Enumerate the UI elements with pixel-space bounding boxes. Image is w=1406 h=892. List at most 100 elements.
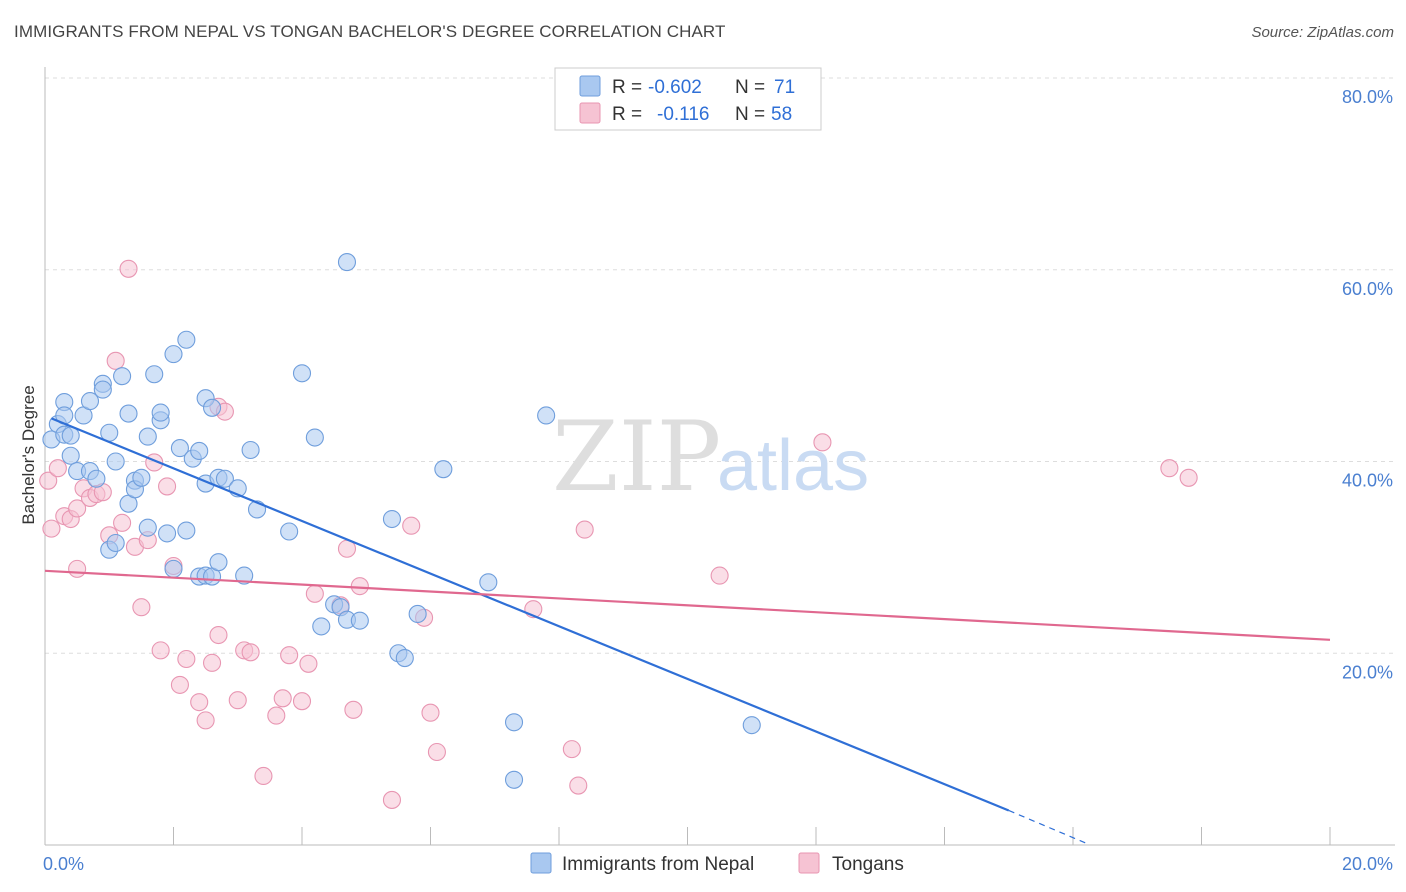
tongan-point — [106, 351, 125, 370]
nepal-point — [138, 427, 157, 446]
y-tick-label: 60.0% — [1342, 279, 1393, 299]
series-legend-swatch-nepal — [530, 852, 552, 874]
nepal-regression-line — [51, 417, 1010, 812]
tongan-point — [228, 691, 247, 710]
nepal-point — [382, 509, 402, 529]
nepal-point — [177, 330, 196, 349]
legend-swatch-tongan — [579, 102, 601, 124]
tongan-point — [119, 259, 138, 278]
x-tick-labels: 0.0% 20.0% — [43, 854, 1393, 874]
nepal-points — [42, 253, 761, 789]
tongan-point — [575, 520, 594, 539]
tongan-point — [241, 643, 260, 662]
nepal-point — [145, 365, 164, 384]
nepal-point — [504, 713, 524, 732]
nepal-point — [164, 559, 183, 578]
tongan-point — [402, 516, 421, 535]
nepal-point — [434, 460, 453, 479]
tongan-point — [209, 625, 228, 645]
x-tick-label: 0.0% — [43, 854, 84, 874]
nepal-point — [61, 446, 80, 465]
tongan-point — [170, 675, 189, 694]
nepal-point — [408, 604, 427, 623]
tongan-point — [569, 776, 588, 795]
nepal-point — [504, 770, 524, 789]
nepal-point — [235, 566, 254, 585]
tongan-point — [132, 598, 151, 617]
nepal-point — [292, 364, 312, 383]
tongan-point — [196, 711, 215, 730]
legend-n-label: N = — [735, 77, 765, 98]
nepal-point — [312, 617, 331, 636]
nepal-point — [80, 392, 100, 411]
tongan-point — [39, 471, 58, 490]
y-tick-label: 40.0% — [1342, 471, 1393, 491]
tongan-point — [273, 689, 292, 708]
tongan-point — [280, 646, 299, 665]
nepal-point — [87, 469, 106, 488]
tongan-point — [267, 706, 286, 725]
tongan-point — [305, 584, 324, 603]
nepal-point — [203, 398, 222, 417]
tongan-point — [813, 433, 832, 452]
nepal-point — [170, 439, 189, 458]
legend-r-label: R = — [612, 104, 642, 125]
nepal-point — [305, 428, 324, 447]
series-legend-swatch-tongan — [798, 852, 820, 874]
nepal-point — [164, 345, 183, 364]
nepal-point — [215, 469, 234, 488]
tongan-point — [48, 459, 67, 478]
legend-n-value: 71 — [774, 77, 795, 98]
nepal-point — [395, 648, 414, 668]
nepal-point — [119, 404, 138, 423]
legend-swatch-nepal — [579, 75, 601, 97]
correlation-legend: R = -0.602 N = 71 R = -0.116 N = 58 — [554, 67, 822, 131]
tongan-point — [382, 790, 402, 809]
series-legend-label: Tongans — [832, 854, 904, 875]
legend-n-value: 58 — [771, 104, 792, 125]
tongan-point — [42, 519, 61, 538]
tongan-points — [39, 259, 1198, 809]
axes — [44, 67, 1395, 846]
chart-title: IMMIGRANTS FROM NEPAL VS TONGAN BACHELOR… — [14, 22, 726, 41]
series-legend: Immigrants from Nepal Tongans — [530, 852, 904, 875]
watermark-zip: ZIP — [552, 401, 721, 513]
tongan-point — [68, 499, 87, 518]
nepal-regression-extension — [1008, 809, 1087, 844]
tongan-point — [254, 766, 273, 786]
nepal-point — [106, 533, 125, 553]
tongan-point — [158, 477, 177, 496]
nepal-point — [93, 380, 112, 399]
x-tick-label: 20.0% — [1342, 854, 1393, 874]
nepal-point — [479, 573, 498, 592]
nepal-point — [280, 522, 299, 541]
tongan-point — [299, 654, 318, 673]
y-tick-labels: 20.0% 40.0% 60.0% 80.0% — [1342, 87, 1393, 682]
tongan-point — [177, 649, 196, 669]
y-tick-label: 20.0% — [1342, 662, 1393, 682]
regression-lines — [44, 417, 1331, 844]
nepal-point — [337, 253, 357, 272]
watermark-atlas: atlas — [717, 426, 869, 506]
tongan-point — [1160, 459, 1179, 478]
legend-r-value: -0.602 — [648, 77, 702, 98]
tongan-point — [292, 692, 312, 711]
tongan-point — [68, 559, 87, 578]
tongan-point — [190, 693, 209, 712]
nepal-point — [106, 452, 125, 471]
tongan-point — [427, 742, 446, 762]
tongan-point — [350, 577, 369, 596]
nepal-point — [742, 716, 761, 735]
tongan-point — [151, 641, 170, 660]
nepal-point — [138, 518, 157, 537]
legend-r-label: R = — [612, 77, 642, 98]
nepal-point — [241, 440, 260, 460]
tongan-point — [562, 740, 581, 759]
watermark: ZIP atlas — [552, 401, 869, 513]
y-tick-label: 80.0% — [1342, 87, 1393, 107]
tongan-point — [344, 700, 363, 719]
nepal-point — [158, 524, 177, 543]
nepal-point — [537, 406, 556, 425]
tongan-point — [421, 703, 440, 722]
